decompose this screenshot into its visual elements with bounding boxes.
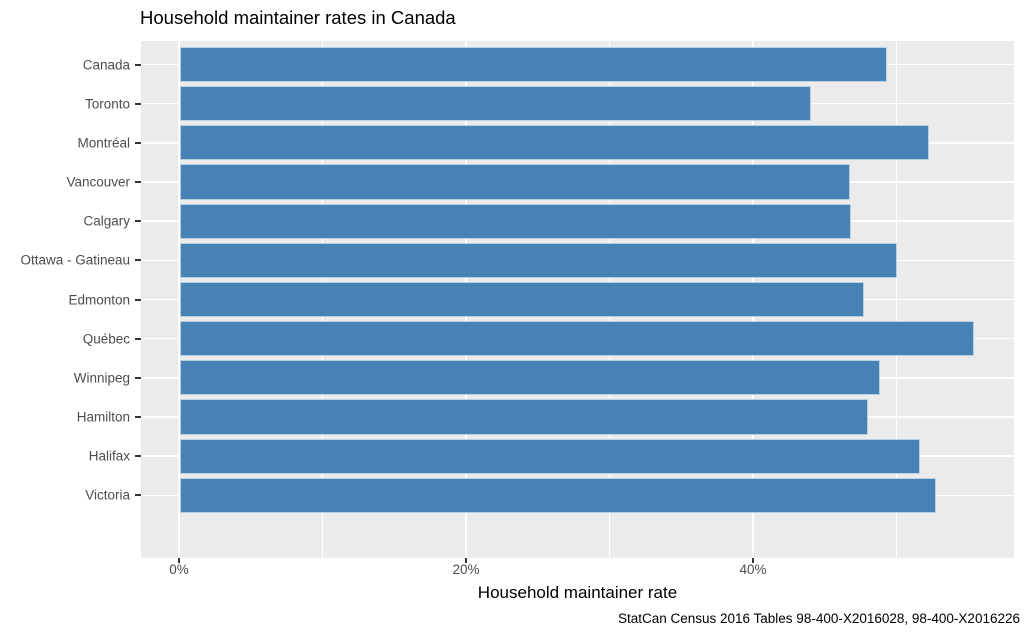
- bar-victoria: [179, 477, 936, 513]
- bar-halifax: [179, 438, 920, 474]
- y-tick: [135, 259, 141, 262]
- y-axis-label: Ottawa - Gatineau: [20, 252, 130, 268]
- y-tick: [135, 298, 141, 301]
- y-axis-label: Canada: [82, 57, 130, 72]
- y-tick: [135, 102, 141, 105]
- bar-montr-al: [179, 125, 929, 161]
- x-tick: [752, 558, 754, 563]
- y-axis-label: Hamilton: [76, 409, 130, 425]
- y-tick: [135, 376, 141, 379]
- y-axis-label: Toronto: [84, 96, 130, 112]
- y-axis-label: Winnipeg: [73, 370, 130, 386]
- x-tick-label: 0%: [169, 562, 189, 577]
- bar-ottawa-gatineau: [179, 242, 897, 278]
- y-axis-label: Halifax: [88, 448, 130, 464]
- bar-vancouver: [179, 164, 850, 200]
- bar-calgary: [179, 203, 852, 239]
- y-axis-label: Québec: [82, 331, 130, 347]
- y-tick: [135, 220, 141, 223]
- source-caption: StatCan Census 2016 Tables 98-400-X20160…: [617, 611, 1020, 626]
- x-tick: [178, 558, 180, 563]
- y-tick: [135, 494, 141, 497]
- chart-title: Household maintainer rates in Canada: [140, 7, 456, 28]
- bar-hamilton: [179, 399, 869, 435]
- y-tick: [135, 416, 141, 418]
- x-tick-label: 20%: [452, 562, 480, 577]
- y-axis-label: Vancouver: [66, 174, 130, 190]
- x-tick-label: 40%: [739, 562, 767, 577]
- bar-toronto: [179, 86, 811, 122]
- plot-panel: [141, 41, 1014, 558]
- bar-qu-bec: [179, 321, 975, 357]
- y-axis-label: Montréal: [77, 135, 130, 151]
- bar-canada: [179, 46, 887, 83]
- bar-edmonton: [179, 281, 864, 318]
- y-axis-label: Calgary: [83, 213, 130, 229]
- bar-winnipeg: [179, 360, 880, 396]
- y-tick: [135, 63, 141, 66]
- y-tick: [135, 455, 141, 458]
- y-tick: [135, 141, 141, 144]
- x-tick: [465, 558, 467, 563]
- y-tick: [135, 337, 141, 340]
- y-axis-label: Edmonton: [68, 292, 130, 307]
- y-axis-label: Victoria: [85, 487, 130, 503]
- x-axis-title: Household maintainer rate: [477, 583, 678, 602]
- y-tick: [135, 181, 141, 183]
